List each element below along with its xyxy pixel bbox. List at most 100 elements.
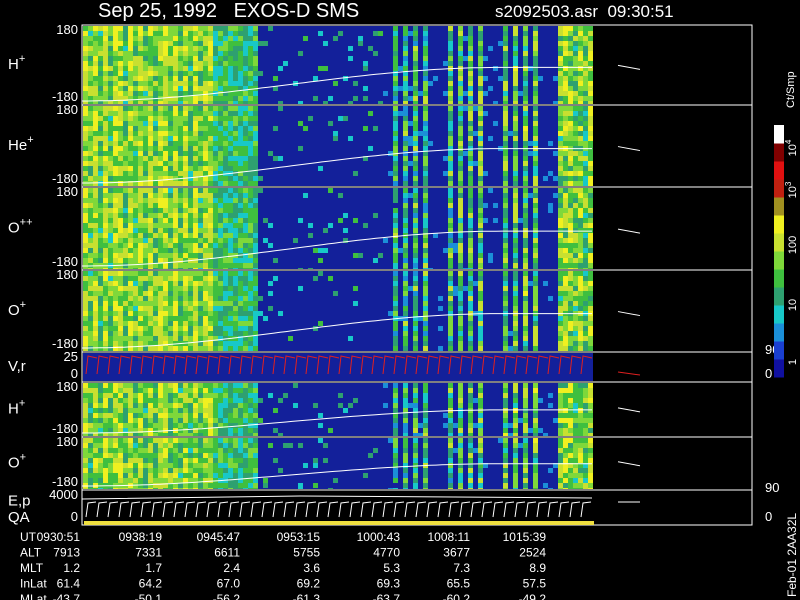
- spectrogram-cell: [233, 41, 238, 46]
- spectrogram-cell: [248, 336, 253, 341]
- spectrogram-cell: [468, 268, 473, 269]
- spectrogram-cell: [83, 146, 88, 151]
- spectrogram-cell: [228, 306, 233, 311]
- spectrogram-cell: [168, 161, 173, 166]
- spectrogram-cell: [203, 383, 208, 388]
- spectrogram-cell: [118, 418, 123, 423]
- spectrogram-cell: [503, 418, 508, 423]
- spectrogram-cell: [558, 188, 563, 193]
- spectrogram-cell: [103, 428, 108, 433]
- spectrogram-cell: [518, 418, 523, 423]
- spectrogram-cell: [168, 126, 173, 131]
- spectrogram-cell: [458, 286, 463, 291]
- spectrogram-cell: [248, 126, 253, 131]
- spectrogram-cell: [88, 238, 93, 243]
- spectrogram-cell: [563, 56, 568, 61]
- spectrogram-cell: [578, 281, 583, 286]
- spectrogram-cell: [238, 46, 243, 51]
- spectrogram-cell: [143, 213, 148, 218]
- spectrogram-cell: [583, 96, 588, 101]
- spectrogram-cell: [228, 463, 233, 468]
- spectrogram-cell: [468, 223, 473, 228]
- spectrogram-cell: [168, 46, 173, 51]
- spectrogram-cell: [178, 193, 183, 198]
- spectrogram-cell: [498, 438, 503, 443]
- spectrogram-cell: [458, 198, 463, 203]
- spectrogram-cell: [228, 291, 233, 296]
- spectrogram-cell: [253, 71, 258, 76]
- spectrogram-cell: [148, 433, 153, 436]
- spectrogram-cell: [568, 473, 573, 478]
- spectrogram-cell: [88, 141, 93, 146]
- spectrogram-cell: [218, 218, 223, 223]
- spectrogram-cell: [413, 291, 418, 296]
- trace: [617, 407, 641, 413]
- panel-label: O+: [8, 299, 26, 319]
- spectrogram-cell: [213, 281, 218, 286]
- spectrogram-cell: [503, 281, 508, 286]
- spectrogram-cell: [178, 203, 183, 208]
- spectrogram-cell: [458, 346, 463, 351]
- spectrogram-cell: [248, 188, 253, 193]
- spectrogram-cell: [118, 151, 123, 156]
- spectrogram-cell: [113, 213, 118, 218]
- spectrogram-cell: [103, 306, 108, 311]
- spectrogram-cell: [328, 276, 333, 281]
- spectrogram-cell: [188, 311, 193, 316]
- spectrogram-cell: [233, 101, 238, 104]
- spectrogram-cell: [88, 101, 93, 104]
- spectrogram-cell: [103, 443, 108, 448]
- spectrogram-cell: [153, 443, 158, 448]
- spectrogram-cell: [323, 443, 328, 448]
- spectrogram-cell: [563, 156, 568, 161]
- spectrogram-cell: [228, 271, 233, 276]
- spectrogram-cell: [128, 398, 133, 403]
- spectrogram-cell: [168, 306, 173, 311]
- spectrogram-cell: [458, 306, 463, 311]
- spectrogram-cell: [218, 418, 223, 423]
- spectrogram-cell: [103, 31, 108, 36]
- spectrogram-cell: [523, 306, 528, 311]
- spectrogram-cell: [83, 286, 88, 291]
- spectrogram-cell: [123, 176, 128, 181]
- spectrogram-cell: [403, 193, 408, 198]
- spectrogram-cell: [93, 213, 98, 218]
- spectrogram-cell: [223, 443, 228, 448]
- spectrogram-cell: [573, 341, 578, 346]
- spectrogram-cell: [98, 161, 103, 166]
- spectrogram-cell: [573, 238, 578, 243]
- spectrogram-cell: [458, 423, 463, 428]
- spectrogram-cell: [178, 213, 183, 218]
- spectrogram-cell: [198, 116, 203, 121]
- spectrogram-cell: [198, 193, 203, 198]
- spectrogram-cell: [138, 258, 143, 263]
- spectrogram-cell: [478, 156, 483, 161]
- spectrogram-cell: [103, 473, 108, 478]
- spectrogram-cell: [158, 463, 163, 468]
- spectrogram-cell: [448, 286, 453, 291]
- spectrogram-cell: [458, 301, 463, 306]
- spectrogram-cell: [338, 393, 343, 398]
- spectrogram-cell: [143, 428, 148, 433]
- spectrogram-cell: [478, 218, 483, 223]
- spectrogram-cell: [223, 393, 228, 398]
- spectrogram-cell: [158, 146, 163, 151]
- spectrogram-cell: [198, 223, 203, 228]
- spectrogram-cell: [533, 81, 538, 86]
- spectrogram-cell: [123, 438, 128, 443]
- spectrogram-cell: [148, 488, 153, 489]
- spectrogram-cell: [243, 121, 248, 126]
- spectrogram-cell: [233, 203, 238, 208]
- spectrogram-cell: [143, 76, 148, 81]
- spectrogram-cell: [163, 26, 168, 31]
- spectrogram-cell: [208, 276, 213, 281]
- spectrogram-cell: [218, 488, 223, 489]
- spectrogram-cell: [148, 383, 153, 388]
- spectrogram-cell: [143, 46, 148, 51]
- spectrogram-cell: [183, 271, 188, 276]
- spectrogram-cell: [448, 111, 453, 116]
- spectrogram-cell: [148, 243, 153, 248]
- spectrogram-cell: [568, 61, 573, 66]
- spectrogram-cell: [133, 263, 138, 268]
- spectrogram-cell: [238, 81, 243, 86]
